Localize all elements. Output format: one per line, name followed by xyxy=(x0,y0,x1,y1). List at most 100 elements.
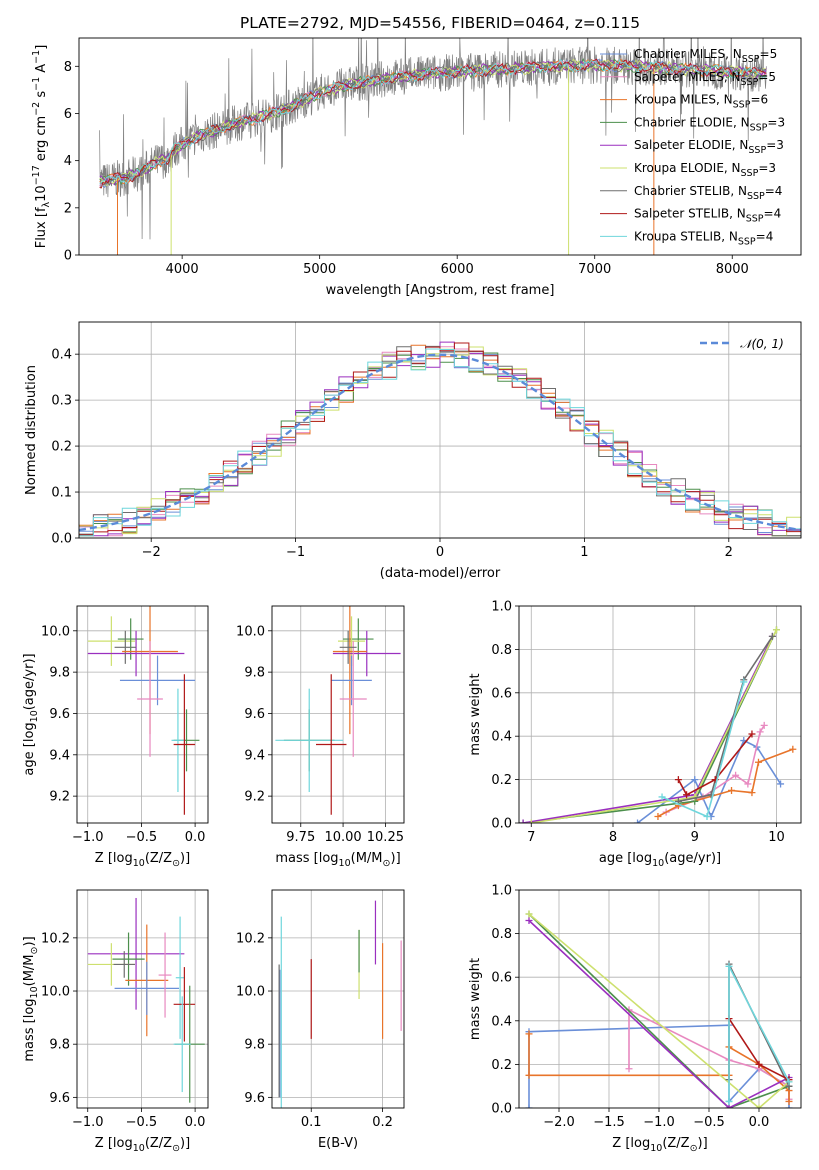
y-tick-label: 0.8 xyxy=(491,927,512,942)
x-tick-label: 1 xyxy=(580,545,588,560)
x-tick-label: 0.2 xyxy=(372,1115,393,1130)
data-point xyxy=(768,632,776,640)
label-part: 10 xyxy=(339,858,351,869)
data-point xyxy=(756,728,764,736)
x-axis-label: Z [log10(Z/Z⊙)] xyxy=(612,1136,707,1154)
label-part: −2 xyxy=(31,102,42,116)
y-tick-label: 9.8 xyxy=(244,666,265,681)
y-tick-label: 8 xyxy=(64,60,72,75)
y-tick-label: 9.8 xyxy=(244,1038,265,1053)
series-line xyxy=(637,739,782,823)
x-tick-label: −1.0 xyxy=(72,830,104,845)
series-line xyxy=(528,913,790,1108)
errorbar-chabrier-elodie xyxy=(117,618,144,660)
label-part: =5 xyxy=(760,47,778,61)
data-point xyxy=(725,1104,733,1108)
x-axis-label: (data-model)/error xyxy=(380,566,501,581)
label-part: Kroupa STELIB, N xyxy=(634,229,738,243)
label-part: (age/yr)] xyxy=(664,851,721,866)
label-part: SSP xyxy=(742,54,760,65)
y-tick-label: 10.0 xyxy=(41,624,70,639)
label-part: Salpeter MILES, N xyxy=(634,70,741,84)
x-tick-label: −2 xyxy=(142,545,161,560)
label-part: SSP xyxy=(733,100,751,111)
y-tick-label: 0.2 xyxy=(491,773,512,788)
x-tick-label: 10.25 xyxy=(367,830,404,845)
label-part: 10 xyxy=(133,858,145,869)
label-part: s xyxy=(34,91,49,102)
x-tick-label: 6000 xyxy=(441,262,474,277)
label-part: =3 xyxy=(758,161,776,175)
errorbar-chabrier-miles xyxy=(331,655,372,706)
y-tick-label: 10.0 xyxy=(236,624,265,639)
x-tick-label: −1 xyxy=(286,545,305,560)
data-point xyxy=(525,917,533,925)
x-tick-label: 0.0 xyxy=(185,1115,206,1130)
label-part: =4 xyxy=(756,229,774,243)
data-point xyxy=(785,1078,793,1086)
y-tick-label: 0.3 xyxy=(51,394,72,409)
panel-mass-vs-Z: −1.0 −0.5 0.09.69.810.010.2Z [log10(Z/Z⊙)]… xyxy=(22,889,209,1154)
x-tick-label: 9 xyxy=(691,830,699,845)
legend-entry-chabrier-elodie: Chabrier ELODIE, NSSP=3 xyxy=(634,115,785,133)
x-tick-label: −1.5 xyxy=(593,1115,625,1130)
plot-area xyxy=(77,606,208,823)
data-point xyxy=(634,819,642,823)
label-part: SSP xyxy=(748,145,766,156)
x-tick-label: 5000 xyxy=(303,262,336,277)
series-line xyxy=(677,733,753,796)
label-part: ⊙ xyxy=(172,858,180,869)
label-part: 10 xyxy=(29,710,40,722)
data-point xyxy=(785,1097,793,1105)
axes-frame xyxy=(271,605,405,824)
errorbar-chabrier-miles xyxy=(119,655,196,706)
data-point xyxy=(683,791,691,799)
model-spectrum-kroupa-miles xyxy=(99,58,767,184)
x-tick-label: 2 xyxy=(725,545,733,560)
series-line xyxy=(531,629,778,823)
y-tick-label: 0.0 xyxy=(51,532,72,547)
x-tick-label: 10.00 xyxy=(324,830,361,845)
x-axis-label: Z [log10(Z/Z⊙)] xyxy=(95,1136,190,1154)
x-tick-label: −2.0 xyxy=(543,1115,575,1130)
errorbar-chabrier-stelib xyxy=(113,951,135,978)
data-point xyxy=(754,758,762,766)
label-part: SSP xyxy=(738,236,756,247)
label-part: )] xyxy=(180,1136,190,1151)
label-part: mass [log xyxy=(275,851,338,866)
label-part: ⊙ xyxy=(383,858,391,869)
legend-entry-kroupa-stelib: Kroupa STELIB, NSSP=4 xyxy=(634,229,773,247)
panel-mass-vs-ebv: 0.1 0.2 9.6 9.8 10.0 10.2 E(B-V) xyxy=(236,889,405,1151)
legend-entry-kroupa-miles: Kroupa MILES, NSSP=6 xyxy=(634,93,768,111)
label-part: mass [log xyxy=(22,998,37,1061)
x-tick-label: 0.0 xyxy=(749,1115,770,1130)
label-part: SSP xyxy=(741,77,759,88)
x-tick-label: −1.0 xyxy=(643,1115,675,1130)
label-part: =5 xyxy=(758,70,776,84)
x-tick-label: 7000 xyxy=(578,262,611,277)
axes-frame xyxy=(76,605,209,824)
errorbar-chabrier-miles xyxy=(114,961,180,1015)
data-point xyxy=(525,910,533,918)
plot-area xyxy=(519,606,801,823)
x-axis-label: E(B-V) xyxy=(318,1136,358,1151)
axes-frame xyxy=(518,889,802,1109)
errorbar-kroupa-stelib xyxy=(173,996,191,1093)
plot-area xyxy=(272,890,404,1108)
label-part: ] xyxy=(34,45,49,50)
legend-entry-kroupa-elodie: Kroupa ELODIE, NSSP=3 xyxy=(634,161,776,179)
label-part: SSP xyxy=(746,214,764,225)
y-tick-label: 9.6 xyxy=(244,1091,265,1106)
figure-title: PLATE=2792, MJD=54556, FIBERID=0464, z=0… xyxy=(240,14,640,32)
y-axis-label: age [log10(age/yr)] xyxy=(22,653,40,775)
axes-frame xyxy=(271,889,405,1109)
label-part: Flux [f xyxy=(34,207,49,248)
label-part: Kroupa ELODIE, N xyxy=(634,161,741,175)
label-part: )] xyxy=(22,936,37,946)
errorbar-salpeter-elodie xyxy=(87,897,185,1010)
label-part: Kroupa MILES, N xyxy=(634,93,733,107)
y-tick-label: 0.2 xyxy=(51,440,72,455)
data-point xyxy=(740,678,748,686)
